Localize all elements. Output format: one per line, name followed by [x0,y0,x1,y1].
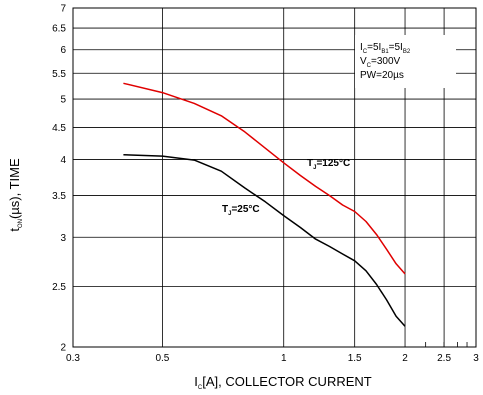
condition-text: V [360,56,367,67]
x-tick-label: 0.3 [66,353,80,364]
condition-subscript: C [363,49,368,55]
series-label-post: =25°C [231,204,259,215]
x-tick-label: 3 [473,353,479,364]
series-label-post: =125°C [316,158,350,169]
y-tick-label: 6.5 [52,24,66,35]
condition-subscript: B1 [381,49,389,55]
condition-line: VC=300V [360,56,401,69]
y-tick-label: 2.5 [52,282,66,293]
y-tick-label: 3 [60,233,66,244]
condition-text: =5I [367,42,381,53]
y-tick-label: 4.5 [52,123,66,134]
y-tick-label: 3.5 [52,191,66,202]
y-tick-labels: 2 2.5 3 3.5 4 4.5 5 5.5 6 6.5 7 [52,4,66,354]
series-label: TJ=25°C [222,204,260,217]
condition-subscript: C [367,63,372,69]
series-line [123,82,406,275]
x-tick-label: 1 [281,353,287,364]
x-tick-label: 2.5 [437,353,451,364]
condition-text: =5I [389,42,403,53]
conditions-box-bg [355,35,456,88]
x-tick-labels: 0.3 0.5 1 1.5 2 2.5 3 [66,353,479,364]
x-tick-label: 1.5 [348,353,362,364]
y-tick-label: 2 [60,343,66,354]
series-lines [123,82,406,327]
series-label: TJ=125°C [307,158,350,171]
series-labels: TJ=125°CTJ=25°C [222,158,350,217]
series-line [123,153,406,327]
plot-frame [72,7,477,348]
condition-text: PW=20µs [360,70,404,81]
condition-subscript: B2 [403,49,411,55]
condition-text: =300V [371,56,401,67]
y-tick-label: 5.5 [52,69,66,80]
x-tick-label: 0.5 [155,353,169,364]
y-tick-label: 5 [60,95,66,106]
condition-text: I [360,42,363,53]
y-axis-title: tON(µs), TIME [7,158,24,232]
y-tick-label: 7 [60,4,66,15]
series-label-sub: J [228,211,231,217]
condition-line: PW=20µs [360,70,404,81]
condition-line: IC=5IB1=5IB2 [360,42,411,55]
x-axis-title: IC[A], COLLECTOR CURRENT [194,374,372,391]
y-tick-label: 6 [60,45,66,56]
series-label-main: T [307,158,313,169]
series-label-main: T [222,204,228,215]
x-tick-label: 2 [402,353,408,364]
y-tick-label: 4 [60,155,66,166]
series-label-sub: J [313,165,316,171]
